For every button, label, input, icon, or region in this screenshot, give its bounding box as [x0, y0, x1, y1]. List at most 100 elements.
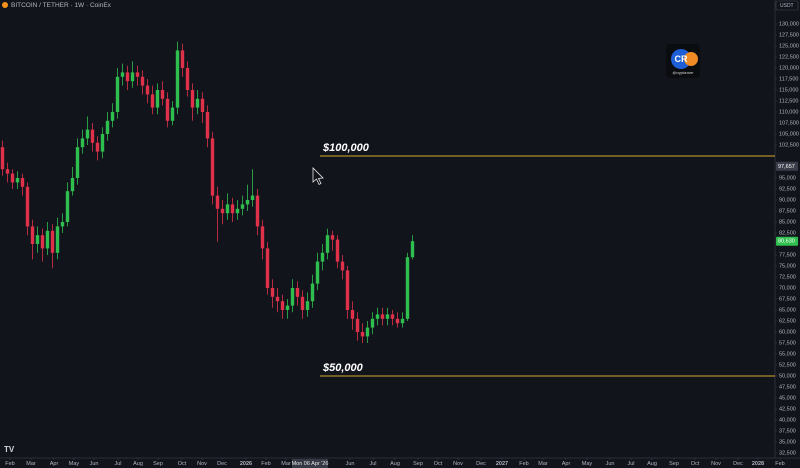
- y-tick-label: 85,000: [779, 219, 796, 225]
- currency-label: USDT: [780, 3, 794, 9]
- candle-body: [375, 314, 380, 319]
- candle-body: [405, 257, 410, 319]
- y-tick-label: 40,000: [779, 417, 796, 423]
- plot: $100,000 $50,000: [0, 41, 775, 377]
- x-tick-label: Apr: [562, 461, 571, 467]
- y-tick-label: 125,000: [779, 43, 799, 49]
- y-tick-label: 90,000: [779, 197, 796, 203]
- price-tag: [776, 236, 798, 246]
- y-tick-label: 120,000: [779, 65, 799, 71]
- x-tick-label: Jun: [346, 461, 355, 467]
- y-tick-label: 72,500: [779, 274, 796, 280]
- currency-box: [775, 0, 799, 11]
- y-tick-label: 70,000: [779, 285, 796, 291]
- candle-body: [335, 239, 340, 262]
- y-tick-label: 62,500: [779, 318, 796, 324]
- candle-body: [355, 318, 360, 333]
- tv-logo: TV: [4, 445, 15, 454]
- y-tick-label: 127,500: [779, 32, 799, 38]
- candle-body: [85, 129, 90, 139]
- candle-body: [235, 208, 240, 214]
- candle-body: [215, 195, 220, 209]
- candle-body: [395, 318, 400, 324]
- candle-body: [30, 226, 35, 245]
- y-tick-label: 60,000: [779, 329, 796, 335]
- x-tick-label: 2028: [752, 461, 764, 467]
- x-tick-label: Mar: [26, 461, 36, 467]
- x-tick-label: Dec: [476, 461, 486, 467]
- price-tag: [776, 161, 798, 171]
- candle-body: [160, 90, 165, 99]
- candle-body: [365, 327, 370, 337]
- candle-body: [150, 94, 155, 108]
- candle-body: [260, 226, 265, 249]
- candle-body: [115, 76, 120, 113]
- chart-title: BITCOIN / TETHER · 1W · CoinEx: [11, 2, 112, 9]
- candle-body: [240, 204, 245, 209]
- candle-body: [390, 314, 395, 319]
- y-tick-label: 102,500: [779, 142, 799, 148]
- candle-body: [250, 195, 255, 201]
- x-tick-label: 2027: [496, 461, 508, 467]
- candle-body: [35, 235, 40, 245]
- x-tick-label: 2026: [240, 461, 252, 467]
- x-tick-label: Jun: [90, 461, 99, 467]
- x-tick-label: Mon 06 Apr '26: [292, 461, 329, 467]
- price-tag-label: 80,630: [778, 239, 795, 245]
- y-tick-label: 57,500: [779, 340, 796, 346]
- x-tick-label: Sep: [153, 461, 163, 467]
- candle-body: [100, 134, 105, 152]
- candle-body: [290, 288, 295, 306]
- x-tick-label: Feb: [261, 461, 270, 467]
- candle-body: [20, 178, 25, 187]
- candle-body: [15, 178, 20, 183]
- candle-body: [380, 314, 385, 319]
- candle-body: [330, 235, 335, 240]
- candle-body: [45, 230, 50, 249]
- horizontal-line-label: $100,000: [322, 142, 370, 154]
- y-tick-label: 50,000: [779, 373, 796, 379]
- y-tick-label: 112,500: [779, 98, 798, 104]
- y-tick-label: 75,000: [779, 263, 796, 269]
- logo-circle: [671, 49, 691, 69]
- candle-body: [80, 138, 85, 148]
- candle-body: [185, 68, 190, 91]
- x-tick-label: Jul: [114, 461, 121, 467]
- y-tick-label: 37,500: [779, 428, 796, 434]
- x-tick-label: Nov: [711, 461, 721, 467]
- y-tick-label: 65,000: [779, 307, 796, 313]
- y-tick-label: 95,000: [779, 175, 796, 181]
- y-tick-label: 105,000: [779, 131, 799, 137]
- y-tick-label: 35,000: [779, 439, 796, 445]
- logo-circle: [684, 52, 698, 66]
- x-tick-label: Aug: [133, 461, 143, 467]
- x-tick-label: Sep: [669, 461, 679, 467]
- y-tick-label: 32,500: [779, 450, 796, 456]
- candle-body: [370, 318, 375, 328]
- x-tick-label: Dec: [733, 461, 743, 467]
- x-tick-label: Feb: [5, 461, 14, 467]
- candle-body: [320, 252, 325, 262]
- watermark: @cryptorover: [672, 71, 694, 75]
- candle-body: [105, 120, 110, 135]
- candle-body: [25, 186, 30, 227]
- candle-body: [95, 142, 100, 152]
- candle-body: [75, 147, 80, 179]
- candle-body: [195, 98, 200, 108]
- x-tick-label: May: [69, 461, 80, 467]
- x-tick-label: Nov: [197, 461, 207, 467]
- candle-body: [170, 107, 175, 121]
- candle-body: [55, 226, 60, 253]
- coin-icon: [2, 2, 8, 8]
- y-tick-label: 107,500: [779, 120, 799, 126]
- candle-body: [385, 314, 390, 319]
- candle-body: [295, 288, 300, 297]
- candle-body: [5, 169, 10, 174]
- candle-body: [165, 98, 170, 121]
- logo-text: CR: [675, 54, 688, 64]
- candle-body: [400, 318, 405, 324]
- candle-body: [190, 90, 195, 108]
- y-tick-label: 82,500: [779, 230, 796, 236]
- candle-body: [130, 72, 135, 82]
